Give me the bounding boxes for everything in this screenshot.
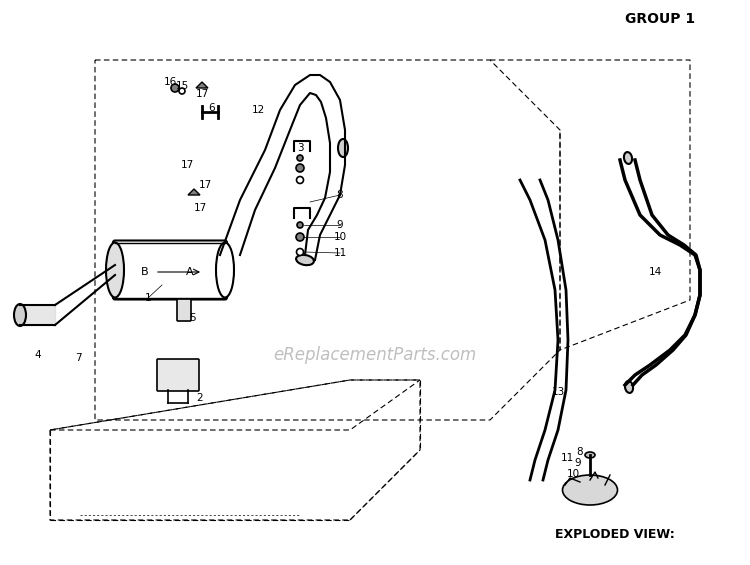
Text: GROUP 1: GROUP 1 bbox=[625, 12, 695, 26]
Ellipse shape bbox=[338, 139, 348, 157]
Polygon shape bbox=[196, 82, 208, 88]
Text: 13: 13 bbox=[551, 387, 565, 397]
Ellipse shape bbox=[625, 381, 633, 393]
Ellipse shape bbox=[296, 255, 314, 265]
Text: 17: 17 bbox=[180, 160, 194, 170]
Text: 15: 15 bbox=[176, 81, 189, 91]
Circle shape bbox=[296, 176, 304, 184]
Text: 10: 10 bbox=[334, 232, 346, 242]
Circle shape bbox=[297, 222, 303, 228]
Text: 5: 5 bbox=[189, 313, 195, 323]
Circle shape bbox=[297, 155, 303, 161]
Text: 4: 4 bbox=[34, 350, 41, 360]
Text: 11: 11 bbox=[333, 248, 346, 258]
Text: 17: 17 bbox=[195, 89, 208, 99]
Text: 11: 11 bbox=[560, 453, 574, 463]
Ellipse shape bbox=[216, 242, 234, 298]
Text: 8: 8 bbox=[337, 190, 344, 200]
Ellipse shape bbox=[624, 152, 632, 164]
FancyBboxPatch shape bbox=[177, 299, 191, 321]
Text: 16: 16 bbox=[164, 77, 177, 87]
Text: 9: 9 bbox=[337, 220, 344, 230]
FancyBboxPatch shape bbox=[157, 359, 199, 391]
Ellipse shape bbox=[106, 242, 124, 298]
Text: 17: 17 bbox=[194, 203, 206, 213]
Circle shape bbox=[296, 249, 304, 255]
Text: 17: 17 bbox=[198, 180, 211, 190]
Text: 6: 6 bbox=[209, 103, 215, 113]
Text: 1: 1 bbox=[145, 293, 152, 303]
Text: EXPLODED VIEW:: EXPLODED VIEW: bbox=[555, 528, 675, 541]
Ellipse shape bbox=[14, 304, 26, 326]
Text: 2: 2 bbox=[196, 393, 203, 403]
Text: 7: 7 bbox=[75, 353, 81, 363]
Text: 12: 12 bbox=[251, 105, 265, 115]
Text: 9: 9 bbox=[574, 458, 581, 468]
Circle shape bbox=[179, 88, 185, 94]
Text: A: A bbox=[186, 267, 194, 277]
Text: eReplacementParts.com: eReplacementParts.com bbox=[273, 346, 477, 364]
Circle shape bbox=[296, 233, 304, 241]
Circle shape bbox=[171, 84, 179, 92]
Text: 8: 8 bbox=[577, 447, 584, 457]
Polygon shape bbox=[188, 189, 200, 195]
Ellipse shape bbox=[562, 475, 617, 505]
Text: 14: 14 bbox=[648, 267, 662, 277]
FancyBboxPatch shape bbox=[113, 241, 227, 299]
Text: B: B bbox=[141, 267, 148, 277]
Circle shape bbox=[296, 164, 304, 172]
Text: 10: 10 bbox=[566, 469, 580, 479]
Ellipse shape bbox=[585, 452, 595, 458]
Text: 3: 3 bbox=[297, 143, 303, 153]
